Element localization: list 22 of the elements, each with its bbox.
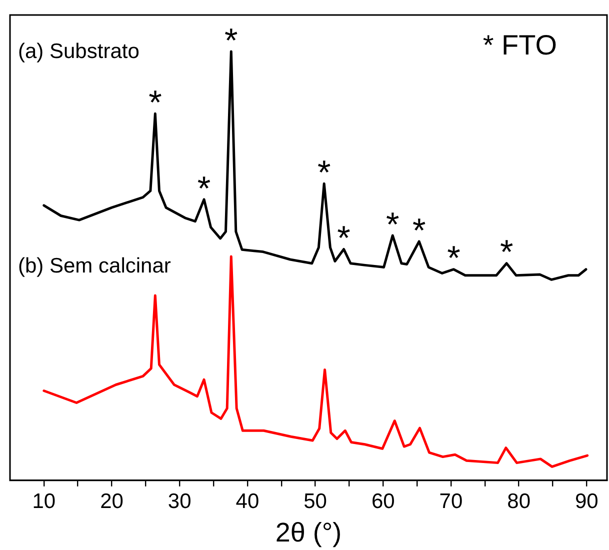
annotation: *: [197, 170, 211, 208]
annotation: *: [337, 220, 350, 258]
x-tick-label: 60: [371, 490, 395, 513]
annotation: *: [386, 206, 400, 244]
series-label: (b) Sem calcinar: [18, 254, 171, 278]
x-tick-label: 80: [507, 490, 530, 513]
annotation: *: [317, 154, 331, 192]
x-tick-label: 30: [168, 490, 192, 513]
x-tick-label: 10: [32, 490, 56, 513]
annotation: *: [148, 84, 162, 122]
annotation: *: [224, 22, 238, 60]
x-tick-label: 20: [100, 490, 124, 513]
annotation: *: [447, 240, 460, 278]
x-tick-label: 90: [574, 490, 598, 513]
x-tick-label: 40: [236, 490, 260, 513]
annotation: * FTO: [482, 30, 557, 61]
text: (a) Substrato: [18, 40, 140, 64]
x-tick-label: 50: [304, 490, 327, 513]
x-tick-label: 70: [439, 490, 463, 513]
annotation: *: [500, 234, 514, 272]
annotation: *: [412, 212, 426, 250]
x-axis-title: 2θ (°): [275, 517, 342, 548]
